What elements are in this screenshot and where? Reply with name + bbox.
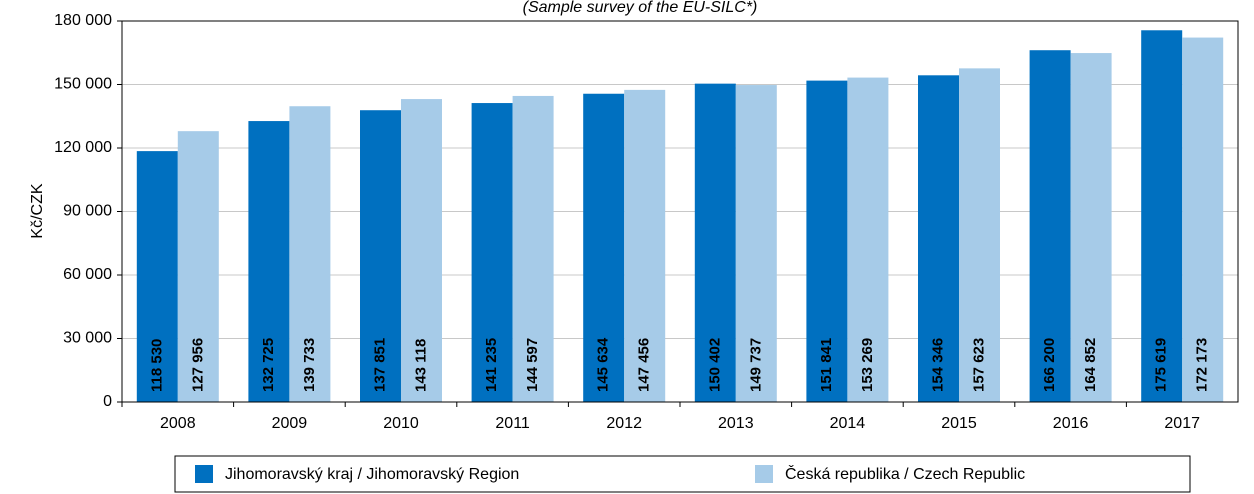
- bar: [624, 89, 666, 402]
- value-label: 118 530: [148, 339, 165, 392]
- bar: [735, 85, 777, 402]
- value-label: 151 841: [818, 338, 835, 392]
- y-tick-label: 120 000: [54, 139, 112, 156]
- value-label: 164 852: [1082, 338, 1099, 392]
- x-tick-label: 2015: [941, 415, 977, 432]
- bar: [694, 83, 736, 402]
- bar: [847, 77, 889, 402]
- x-tick-label: 2014: [830, 415, 866, 432]
- y-tick-label: 0: [103, 393, 112, 410]
- bar: [583, 93, 625, 402]
- x-tick-label: 2008: [160, 415, 196, 432]
- bar: [1070, 53, 1112, 403]
- bar: [401, 99, 442, 403]
- bar: [918, 75, 959, 402]
- legend-box: [174, 455, 1191, 493]
- bar: [1182, 37, 1224, 403]
- plot-border: [121, 20, 1239, 403]
- legend-swatch: [195, 465, 213, 483]
- x-tick-label: 2009: [272, 415, 308, 432]
- y-tick-label: 30 000: [63, 330, 112, 347]
- x-tick-label: 2010: [383, 415, 419, 432]
- y-tick-label: 60 000: [63, 266, 112, 283]
- value-label: 175 619: [1153, 338, 1170, 392]
- bar: [177, 131, 219, 403]
- value-label: 145 634: [595, 337, 612, 392]
- bar: [248, 121, 290, 402]
- legend-label: Česká republika / Czech Republic: [785, 464, 1025, 483]
- bar: [959, 68, 1000, 402]
- x-tick-label: 2017: [1164, 415, 1200, 432]
- y-tick-label: 90 000: [63, 203, 112, 220]
- value-label: 154 346: [929, 338, 946, 392]
- value-label: 150 402: [706, 338, 723, 392]
- bar: [289, 106, 331, 403]
- value-label: 153 269: [859, 338, 876, 392]
- value-label: 172 173: [1194, 338, 1211, 392]
- value-label: 141 235: [483, 338, 500, 392]
- bar: [471, 103, 513, 402]
- value-label: 166 200: [1041, 338, 1058, 392]
- bar: [1029, 50, 1071, 403]
- bar: [360, 110, 401, 402]
- value-label: 139 733: [301, 338, 318, 392]
- value-label: 147 456: [636, 338, 653, 392]
- value-label: 149 737: [747, 338, 764, 392]
- bar: [512, 95, 554, 403]
- legend-label: Jihomoravský kraj / Jihomoravský Region: [225, 466, 519, 483]
- bar: [806, 80, 848, 403]
- y-axis-label: Kč/CZK: [29, 183, 46, 238]
- value-label: 127 956: [189, 338, 206, 392]
- x-tick-label: 2011: [495, 415, 530, 432]
- value-label: 137 851: [371, 338, 388, 392]
- y-tick-label: 180 000: [54, 12, 112, 29]
- value-label: 144 597: [524, 338, 541, 392]
- bar: [1141, 30, 1183, 402]
- bar: [136, 151, 178, 402]
- x-tick-label: 2016: [1053, 415, 1089, 432]
- x-tick-label: 2013: [718, 415, 754, 432]
- x-tick-label: 2012: [606, 415, 642, 432]
- value-label: 143 118: [412, 339, 429, 392]
- value-label: 132 725: [260, 338, 277, 392]
- chart-subtitle: (Sample survey of the EU-SILC*): [523, 0, 758, 16]
- y-tick-label: 150 000: [54, 76, 112, 93]
- legend-swatch: [755, 465, 773, 483]
- value-label: 157 623: [970, 338, 987, 392]
